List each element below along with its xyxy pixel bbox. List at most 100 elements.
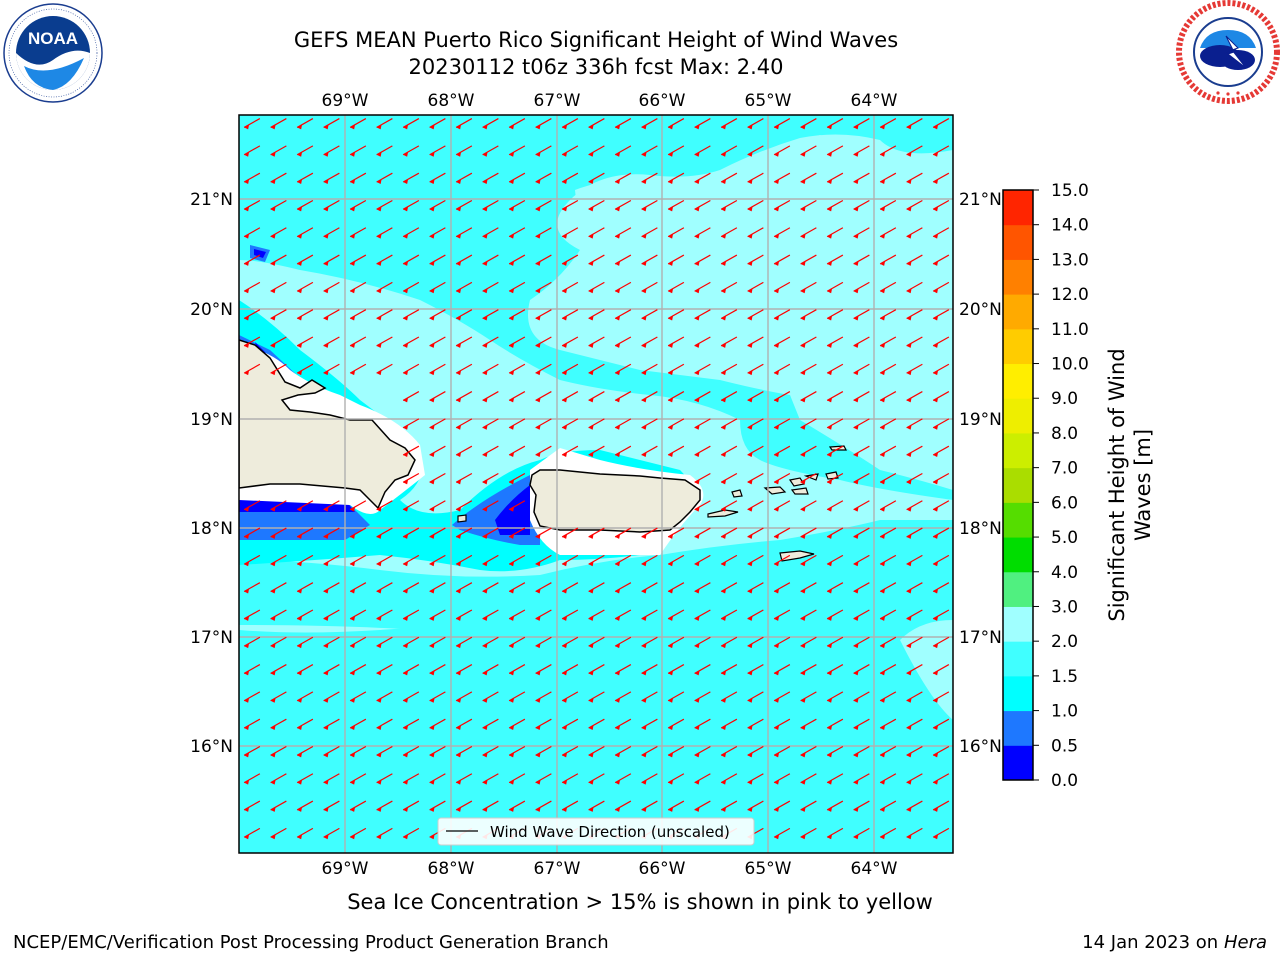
wave-direction-arrowhead — [800, 233, 806, 239]
wave-direction-arrowhead — [244, 725, 250, 731]
colorbar-tick-label: 2.0 — [1051, 632, 1078, 652]
wave-direction-arrowhead — [933, 533, 939, 539]
wave-direction-arrowhead — [244, 643, 250, 649]
lat-label: 16°N — [190, 737, 233, 757]
footer-date: 14 Jan 2023 on — [1082, 932, 1224, 953]
wave-direction-arrowhead — [774, 424, 780, 430]
wave-direction-arrowhead — [827, 506, 833, 512]
wave-direction-arrowhead — [694, 697, 700, 703]
wave-direction-arrowhead — [588, 151, 594, 157]
wave-direction-arrowhead — [456, 779, 462, 785]
wave-direction-arrowhead — [588, 206, 594, 212]
wave-direction-arrowhead — [721, 179, 727, 185]
wave-direction-arrowhead — [588, 233, 594, 239]
wave-direction-arrowhead — [509, 561, 515, 567]
wave-direction-arrowhead — [747, 179, 753, 185]
lon-label: 64°W — [851, 859, 898, 879]
wave-direction-arrowhead — [641, 233, 647, 239]
wave-direction-arrowhead — [694, 479, 700, 485]
wave-direction-arrowhead — [615, 124, 621, 130]
wave-direction-arrowhead — [694, 288, 700, 294]
wave-direction-arrowhead — [588, 670, 594, 676]
wave-direction-arrowhead — [827, 233, 833, 239]
wave-direction-arrowhead — [562, 315, 568, 321]
wave-direction-arrowhead — [800, 370, 806, 376]
wave-direction-arrowhead — [562, 452, 568, 458]
wave-direction-arrowhead — [535, 615, 541, 621]
wave-direction-arrowhead — [774, 725, 780, 731]
wave-direction-arrowhead — [562, 342, 568, 348]
wave-direction-arrowhead — [668, 752, 674, 758]
wave-direction-arrowhead — [774, 206, 780, 212]
wave-direction-arrowhead — [615, 370, 621, 376]
wave-direction-arrowhead — [774, 561, 780, 567]
wave-direction-arrowhead — [721, 397, 727, 403]
wave-direction-arrowhead — [668, 179, 674, 185]
wave-direction-arrowhead — [270, 533, 276, 539]
colorbar-swatch — [1003, 537, 1033, 573]
wave-direction-arrowhead — [615, 561, 621, 567]
wave-direction-arrowhead — [880, 806, 886, 812]
wave-direction-arrowhead — [244, 124, 250, 130]
wave-direction-arrowhead — [323, 725, 329, 731]
wave-direction-arrowhead — [933, 342, 939, 348]
wave-direction-arrowhead — [562, 588, 568, 594]
wave-direction-arrowhead — [774, 779, 780, 785]
wave-direction-arrowhead — [721, 206, 727, 212]
wave-direction-arrowhead — [906, 670, 912, 676]
wave-direction-arrowhead — [588, 643, 594, 649]
wave-direction-arrowhead — [721, 533, 727, 539]
wave-direction-arrowhead — [827, 151, 833, 157]
wave-direction-arrowhead — [721, 561, 727, 567]
wave-direction-arrowhead — [482, 260, 488, 266]
wave-direction-arrowhead — [774, 834, 780, 840]
wave-direction-arrowhead — [694, 452, 700, 458]
wave-direction-arrowhead — [509, 397, 515, 403]
wave-direction-arrowhead — [429, 151, 435, 157]
wave-direction-arrowhead — [853, 615, 859, 621]
wave-direction-arrowhead — [880, 179, 886, 185]
wave-direction-arrowhead — [615, 588, 621, 594]
land-puerto-rico — [529, 469, 701, 533]
wave-direction-arrowhead — [827, 397, 833, 403]
wave-direction-arrowhead — [641, 260, 647, 266]
noaa-logo-text: NOAA — [28, 29, 78, 48]
wave-direction-arrowhead — [747, 397, 753, 403]
wave-direction-arrowhead — [297, 370, 303, 376]
wave-direction-arrowhead — [270, 561, 276, 567]
wave-direction-arrowhead — [297, 315, 303, 321]
wave-direction-arrowhead — [827, 260, 833, 266]
wave-direction-arrowhead — [774, 233, 780, 239]
wave-direction-arrowhead — [906, 179, 912, 185]
wave-direction-arrowhead — [668, 233, 674, 239]
wave-direction-arrowhead — [509, 370, 515, 376]
wave-direction-arrowhead — [562, 643, 568, 649]
wave-direction-arrowhead — [456, 397, 462, 403]
wave-contour-0p0 — [239, 249, 530, 535]
wave-direction-arrowhead — [429, 342, 435, 348]
lon-label: 65°W — [745, 91, 792, 111]
wave-direction-arrowhead — [668, 260, 674, 266]
wave-direction-arrowhead — [456, 424, 462, 430]
wave-direction-arrowhead — [562, 779, 568, 785]
wave-direction-arrowhead — [774, 697, 780, 703]
wave-direction-arrowhead — [800, 561, 806, 567]
wave-direction-arrowhead — [323, 697, 329, 703]
wave-direction-arrowhead — [244, 179, 250, 185]
wave-contour-1p5-south — [239, 520, 953, 630]
wave-direction-arrowhead — [456, 725, 462, 731]
wave-direction-arrowhead — [668, 697, 674, 703]
wave-direction-arrowhead — [482, 452, 488, 458]
wave-direction-arrowhead — [509, 643, 515, 649]
colorbar-tick-label: 1.5 — [1051, 667, 1078, 687]
wave-direction-arrowhead — [429, 397, 435, 403]
wave-direction-arrowhead — [403, 179, 409, 185]
nws-logo — [1176, 0, 1280, 104]
wave-direction-arrowhead — [906, 124, 912, 130]
wave-direction-arrowhead — [350, 615, 356, 621]
wave-direction-arrowhead — [933, 288, 939, 294]
wave-direction-arrowhead — [535, 424, 541, 430]
wave-direction-arrowhead — [668, 124, 674, 130]
lat-label: 18°N — [959, 519, 1002, 539]
wave-direction-arrowhead — [456, 342, 462, 348]
